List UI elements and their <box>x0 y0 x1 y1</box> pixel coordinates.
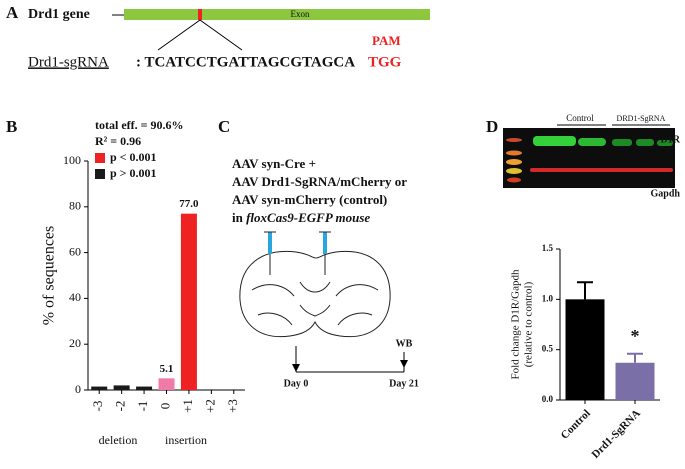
x-tick-label: +3 <box>225 399 240 413</box>
legend-swatch <box>95 153 105 163</box>
exon-bar <box>124 9 430 20</box>
target-site <box>198 9 202 20</box>
value-label: 5.1 <box>160 363 174 375</box>
annotation: R² = 0.96 <box>95 134 141 148</box>
pam-label: PAM <box>372 33 401 48</box>
bar <box>113 385 130 390</box>
blot-group-label: Control <box>566 113 594 123</box>
brain-schematic <box>239 231 391 338</box>
timeline-label: WB <box>396 338 413 349</box>
y-axis-label: (relative to control) <box>523 281 535 367</box>
y-axis-label: % of sequences <box>41 226 58 326</box>
timeline-label: Day 21 <box>389 378 419 389</box>
bar <box>615 362 655 400</box>
annotation: * <box>631 326 640 346</box>
gene-label: Drd1 gene <box>28 7 90 22</box>
western-blot <box>503 128 675 188</box>
x-tick-label: +1 <box>180 399 195 413</box>
protocol-line: AAV Drd1-SgRNA/mCherry or <box>232 174 407 189</box>
y-tick-label: 80 <box>69 199 81 213</box>
sgrna-sequence: : TCATCCTGATTAGCGTAGCA <box>136 54 355 70</box>
y-tick-label: 20 <box>69 336 81 350</box>
y-tick-label: 40 <box>69 290 81 304</box>
bar <box>565 299 605 400</box>
zoom-line <box>199 19 243 51</box>
panel-label: C <box>218 117 230 136</box>
x-tick-label: -3 <box>90 401 105 412</box>
error-bar <box>627 352 643 363</box>
legend-label: p < 0.001 <box>110 150 157 164</box>
protocol-line: in floxCas9-EGFP mouse <box>232 210 370 225</box>
zoom-line <box>157 19 201 51</box>
blot-band-label: D1R <box>661 134 681 145</box>
y-tick-label: 1.0 <box>542 293 554 303</box>
y-tick-label: 1.5 <box>542 243 554 253</box>
y-tick-label: 0.5 <box>542 344 554 354</box>
exon-label: Exon <box>291 9 310 19</box>
timeline-label: Day 0 <box>284 378 309 389</box>
bar <box>91 386 108 390</box>
value-label: 77.0 <box>179 198 199 210</box>
y-tick-label: 60 <box>69 244 81 258</box>
y-tick-label: 0 <box>75 382 81 396</box>
pam-sequence: TGG <box>368 54 402 70</box>
annotation: total eff. = 90.6% <box>95 118 183 132</box>
timeline <box>292 346 408 373</box>
y-tick-label: 100 <box>63 153 81 167</box>
panel-label: A <box>6 3 19 22</box>
legend-swatch <box>95 169 105 179</box>
x-tick-label: Control <box>559 407 593 441</box>
legend-label: p > 0.001 <box>110 166 157 180</box>
blot-group-label: DRD1-SgRNA <box>617 114 666 123</box>
error-bar <box>577 281 593 300</box>
x-tick-label: +2 <box>202 399 217 413</box>
x-tick-label: -1 <box>135 401 150 412</box>
bar <box>180 213 197 390</box>
panel-label: D <box>486 117 498 136</box>
x-tick-label: Drd1-SgRNA <box>589 407 642 460</box>
bar <box>136 386 153 390</box>
group-label: insertion <box>165 433 207 447</box>
protocol-line: AAV syn-mCherry (control) <box>232 192 387 207</box>
y-tick-label: 0.0 <box>542 394 554 404</box>
y-axis-label: Fold change D1R/Gapdh <box>510 269 522 379</box>
group-label: deletion <box>99 433 138 447</box>
x-tick-label: 0 <box>157 403 172 410</box>
bar <box>158 378 175 390</box>
panel-label: B <box>6 117 17 136</box>
blot-band-label: Gapdh <box>651 188 681 199</box>
sgrna-label: Drd1-sgRNA <box>28 54 109 70</box>
x-tick-label: -2 <box>113 401 128 412</box>
protocol-line: AAV syn-Cre + <box>232 156 316 171</box>
